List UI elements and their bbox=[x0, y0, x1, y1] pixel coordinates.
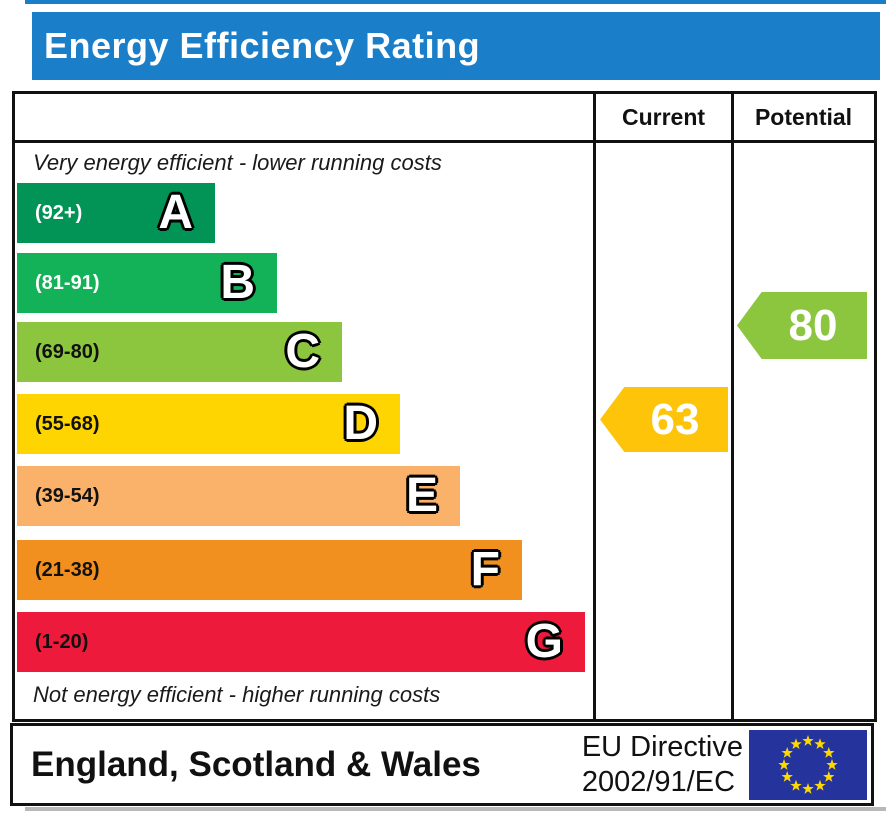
eu-flag-icon bbox=[749, 730, 867, 800]
page-title: Energy Efficiency Rating bbox=[44, 25, 481, 66]
band-c: (69-80) C bbox=[17, 322, 342, 382]
band-a-letter: A bbox=[158, 186, 193, 239]
band-c-letter: C bbox=[285, 325, 320, 378]
eu-directive-line1: EU Directive bbox=[581, 731, 743, 763]
band-b-range: (81-91) bbox=[35, 271, 100, 294]
potential-rating-value: 80 bbox=[788, 300, 838, 350]
region-label: England, Scotland & Wales bbox=[31, 745, 481, 784]
note-not-efficient: Not energy efficient - higher running co… bbox=[33, 682, 441, 707]
bottom-scan-edge bbox=[25, 807, 886, 811]
band-c-range: (69-80) bbox=[35, 340, 100, 363]
band-a: (92+) A bbox=[17, 183, 215, 243]
top-border-line bbox=[25, 0, 886, 4]
band-d-range: (55-68) bbox=[35, 412, 100, 435]
band-f-range: (21-38) bbox=[35, 558, 100, 581]
band-f: (21-38) F bbox=[17, 540, 522, 600]
band-d: (55-68) D bbox=[17, 394, 400, 454]
current-rating-arrow: 63 bbox=[600, 387, 728, 452]
band-g-range: (1-20) bbox=[35, 630, 89, 653]
eu-directive-label: EU Directive 2002/91/EC bbox=[582, 730, 743, 800]
header-row-divider bbox=[15, 140, 874, 143]
column-divider-current bbox=[593, 94, 596, 719]
column-header-potential: Potential bbox=[754, 104, 853, 130]
band-e: (39-54) E bbox=[17, 466, 460, 526]
current-rating-value: 63 bbox=[650, 394, 700, 444]
band-g: (1-20) G bbox=[17, 612, 585, 672]
band-b-letter: B bbox=[220, 256, 255, 309]
band-b: (81-91) B bbox=[17, 253, 277, 313]
column-divider-potential bbox=[731, 94, 734, 719]
column-header-current: Current bbox=[621, 104, 706, 130]
title-bar: Energy Efficiency Rating bbox=[32, 12, 880, 80]
band-f-letter: F bbox=[470, 543, 500, 596]
band-e-letter: E bbox=[405, 469, 438, 522]
band-d-letter: D bbox=[343, 397, 378, 450]
footer-bar: England, Scotland & Wales EU Directive 2… bbox=[10, 723, 874, 806]
potential-rating-arrow: 80 bbox=[737, 292, 867, 359]
band-a-range: (92+) bbox=[35, 201, 83, 224]
eu-directive-line2: 2002/91/EC bbox=[581, 766, 736, 798]
band-e-range: (39-54) bbox=[35, 484, 100, 507]
note-very-efficient: Very energy efficient - lower running co… bbox=[33, 150, 442, 175]
band-g-letter: G bbox=[525, 615, 563, 668]
rating-table: Current Potential Very energy efficient … bbox=[12, 91, 877, 722]
